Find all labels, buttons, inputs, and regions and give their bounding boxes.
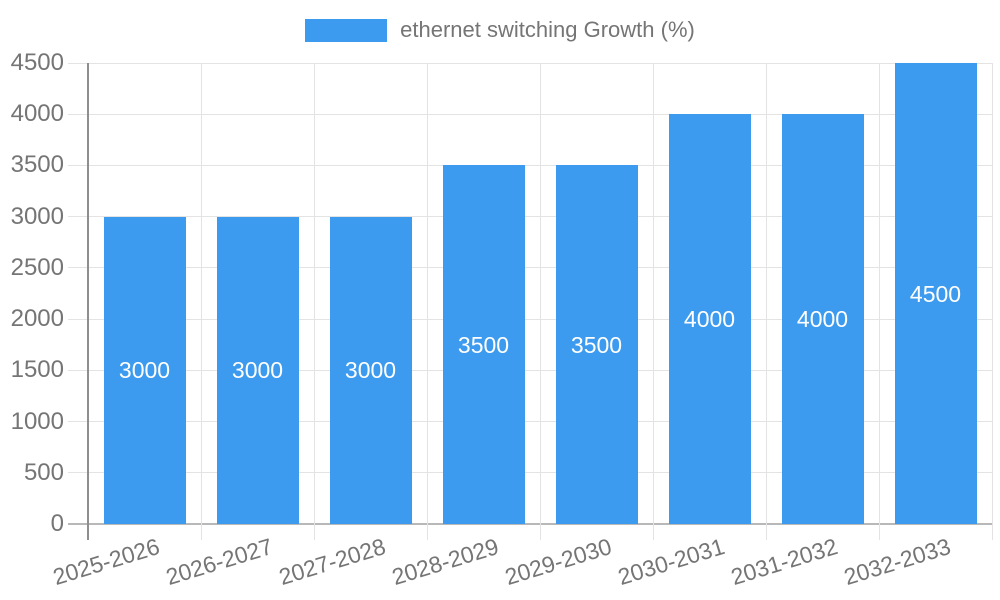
bar[interactable]: 3500 (442, 165, 525, 524)
y-axis-line (87, 63, 89, 540)
bar-value-label: 4000 (796, 306, 849, 333)
bar-value-label: 3500 (457, 331, 510, 358)
bar-value-label: 3000 (118, 357, 171, 384)
x-gridline (313, 63, 315, 540)
y-gridline (68, 216, 992, 218)
x-tick-label: 2026-2027 (162, 533, 276, 591)
bar[interactable]: 3000 (216, 216, 299, 524)
y-gridline (68, 369, 992, 371)
y-tick-label: 1000 (10, 407, 64, 435)
y-tick-label: 4500 (10, 49, 64, 76)
bar[interactable]: 4000 (781, 114, 864, 524)
y-gridline (68, 472, 992, 474)
y-gridline (68, 62, 992, 64)
y-tick-label: 4000 (10, 100, 64, 128)
y-tick-label: 1500 (10, 356, 64, 384)
y-gridline (68, 523, 992, 525)
bar[interactable]: 3500 (555, 165, 638, 524)
x-tick-label: 2031-2032 (727, 533, 841, 591)
x-gridline (426, 63, 428, 540)
bar[interactable]: 3000 (329, 216, 412, 524)
y-gridline (68, 267, 992, 269)
x-gridline (652, 63, 654, 540)
bar-value-label: 3000 (344, 357, 397, 384)
y-tick-label: 3000 (10, 202, 64, 230)
x-tick-label: 2028-2029 (388, 533, 502, 591)
bar-value-label: 3500 (570, 331, 623, 358)
y-gridline (68, 421, 992, 423)
bar[interactable]: 4500 (894, 63, 977, 524)
y-tick-label: 500 (23, 458, 64, 486)
y-tick-label: 2000 (10, 305, 64, 333)
y-gridline (68, 113, 992, 115)
chart-legend[interactable]: ethernet switching Growth (%) (0, 16, 1000, 44)
y-gridline (68, 318, 992, 320)
x-tick-label: 2032-2033 (840, 533, 954, 591)
legend-swatch (305, 18, 388, 42)
x-tick-label: 2030-2031 (614, 533, 728, 591)
y-tick-label: 2500 (10, 253, 64, 281)
bar-value-label: 3000 (231, 357, 284, 384)
x-tick-label: 2027-2028 (275, 533, 389, 591)
x-gridline (765, 63, 767, 540)
x-gridline (200, 63, 202, 540)
x-tick-label: 2025-2026 (49, 533, 163, 591)
bar-value-label: 4500 (909, 280, 962, 307)
x-gridline (878, 63, 880, 540)
legend-label: ethernet switching Growth (%) (400, 17, 695, 42)
bar[interactable]: 4000 (668, 114, 751, 524)
x-gridline (991, 63, 993, 540)
x-tick-label: 2029-2030 (501, 533, 615, 591)
bar-value-label: 4000 (683, 306, 736, 333)
bar[interactable]: 3000 (103, 216, 186, 524)
y-tick-label: 3500 (10, 151, 64, 179)
y-tick-label: 0 (50, 510, 64, 537)
x-gridline (539, 63, 541, 540)
y-gridline (68, 164, 992, 166)
